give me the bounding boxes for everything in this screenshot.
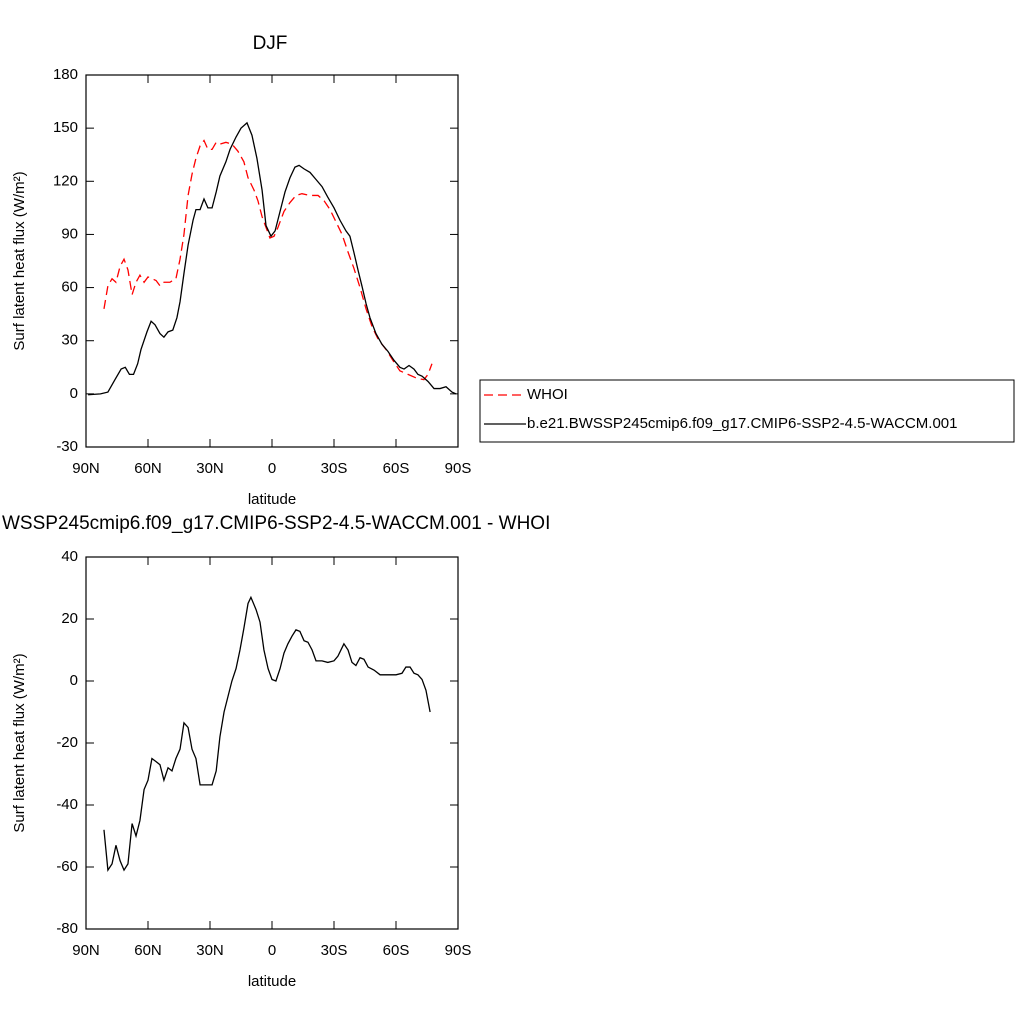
y-tick-label: 0 xyxy=(70,672,78,689)
x-tick-label: 60N xyxy=(134,460,162,477)
data-line xyxy=(88,121,457,396)
x-tick-label: 90N xyxy=(72,460,100,477)
x-tick-label: 90S xyxy=(445,460,472,477)
x-tick-label: 30S xyxy=(321,460,348,477)
x-axis-label: latitude xyxy=(248,973,296,990)
y-tick-label: 120 xyxy=(53,172,78,189)
x-tick-label: 90S xyxy=(445,942,472,959)
x-tick-label: 0 xyxy=(268,460,276,477)
y-tick-label: 40 xyxy=(61,548,78,565)
x-tick-label: 60N xyxy=(134,942,162,959)
chart-title: DJF xyxy=(253,33,288,54)
y-tick-label: 0 xyxy=(70,385,78,402)
y-tick-label: -20 xyxy=(56,734,78,751)
y-tick-label: 30 xyxy=(61,332,78,349)
y-axis-label: Surf latent heat flux (W/m²) xyxy=(11,653,28,832)
y-tick-label: -60 xyxy=(56,858,78,875)
y-tick-label: 60 xyxy=(61,279,78,296)
y-tick-label: -40 xyxy=(56,796,78,813)
plot-frame xyxy=(85,74,459,448)
x-axis-label: latitude xyxy=(248,491,296,508)
x-tick-label: 30S xyxy=(321,942,348,959)
data-line xyxy=(103,595,431,872)
data-line xyxy=(103,139,433,381)
plot-frame xyxy=(85,556,459,930)
x-tick-label: 90N xyxy=(72,942,100,959)
y-tick-label: 180 xyxy=(53,66,78,83)
y-tick-label: -30 xyxy=(56,438,78,455)
y-axis-label: Surf latent heat flux (W/m²) xyxy=(11,171,28,350)
x-tick-label: 60S xyxy=(383,942,410,959)
y-tick-label: 20 xyxy=(61,610,78,627)
y-tick-label: 150 xyxy=(53,119,78,136)
chart-title: WSSP245cmip6.f09_g17.CMIP6-SSP2-4.5-WACC… xyxy=(2,513,550,534)
legend-box xyxy=(479,379,1015,443)
x-tick-label: 30N xyxy=(196,942,224,959)
y-tick-label: -80 xyxy=(56,920,78,937)
y-tick-label: 90 xyxy=(61,225,78,242)
legend-label: b.e21.BWSSP245cmip6.f09_g17.CMIP6-SSP2-4… xyxy=(527,415,957,432)
x-tick-label: 0 xyxy=(268,942,276,959)
legend-label: WHOI xyxy=(527,386,568,403)
x-tick-label: 60S xyxy=(383,460,410,477)
x-tick-label: 30N xyxy=(196,460,224,477)
